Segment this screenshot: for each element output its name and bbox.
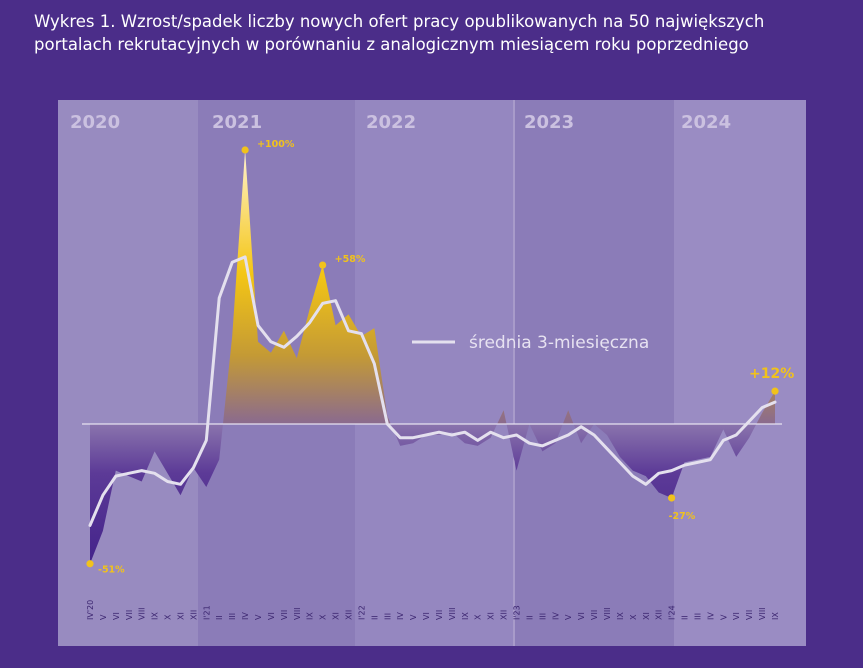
x-tick-label: VIII [758,607,767,620]
annotation-label: +12% [749,366,794,382]
x-tick-label: VIII [138,607,147,620]
year-band-2022 [355,100,513,646]
year-label-2023: 2023 [524,112,574,133]
average-line [88,255,777,527]
annotation-dot [86,560,94,568]
x-tick-label: IV [241,612,250,620]
x-tick-label: IV [551,612,560,620]
year-label-2024: 2024 [681,112,731,133]
x-tick-label: VII [435,610,444,620]
x-tick-label: IX [461,612,470,620]
x-tick-label: VI [112,612,121,620]
x-tick-label: IX [616,612,625,620]
x-tick-label: I'24 [668,605,677,620]
x-tick-label: I'21 [202,605,211,620]
x-tick-label: VII [745,610,754,620]
x-tick-label: VII [280,610,289,620]
x-tick-label: IV [396,612,405,620]
annotation-label: +100% [257,139,295,150]
x-tick-label: II [215,615,224,620]
year-label-2022: 2022 [366,112,416,133]
annotations: +100% +58% -51% -27% +12% [86,139,794,576]
annotation-dot [319,261,327,269]
positive-area [90,150,775,424]
x-tick-label: VI [267,612,276,620]
annotation-label: +58% [335,254,366,265]
x-tick-label: IV [706,612,715,620]
annotation-dot [668,494,676,502]
year-band-2023 [513,100,674,646]
x-tick-label: IX [306,612,315,620]
annotation-dot [771,387,779,395]
x-tick-label: V [254,614,263,620]
x-tick-label: VIII [603,607,612,620]
x-tick-label: VIII [293,607,302,620]
x-tick-label: I'22 [357,605,366,620]
x-tick-label: VIII [448,607,457,620]
annotation-label: -27% [669,511,696,522]
x-axis-ticks: IV'20 V VI VII VIII IX X XI XII I'21 II III IV V VI VII… [86,600,780,620]
x-tick-label: XI [332,612,341,620]
x-tick-label: V [564,614,573,620]
x-tick-label: III [538,613,547,620]
x-tick-label: VI [422,612,431,620]
chart-title: Wykres 1. Wzrost/spadek liczby nowych of… [34,12,765,54]
x-tick-label: VII [125,610,134,620]
x-tick-label: V [719,614,728,620]
x-tick-label: XI [642,612,651,620]
annotation-label: -51% [98,565,125,576]
annotation-dot [241,146,249,154]
legend-label: średnia 3-miesięczna [469,333,649,353]
x-tick-label: XI [487,612,496,620]
x-tick-label: IX [771,612,780,620]
x-tick-label: V [99,614,108,620]
year-label-2020: 2020 [70,112,120,133]
year-band-2024 [674,100,806,646]
x-tick-label: VI [732,612,741,620]
x-tick-label: X [474,614,483,620]
negative-area [90,424,775,564]
x-tick-label: III [228,613,237,620]
x-tick-label: XI [176,612,185,620]
x-tick-label: XII [344,610,353,620]
x-tick-label: XII [655,610,664,620]
x-tick-label: VI [577,612,586,620]
x-tick-label: I'23 [513,605,522,620]
x-tick-label: III [693,613,702,620]
x-tick-label: IX [151,612,160,620]
x-tick-label: III [383,613,392,620]
x-tick-label: IV'20 [86,600,95,620]
x-tick-label: X [629,614,638,620]
x-tick-label: II [525,615,534,620]
x-tick-label: XII [500,610,509,620]
year-label-2021: 2021 [212,112,262,133]
year-band-2020 [58,100,198,646]
x-tick-label: II [681,615,690,620]
x-tick-label: X [164,614,173,620]
x-tick-label: XII [189,610,198,620]
x-tick-label: V [409,614,418,620]
x-tick-label: II [370,615,379,620]
x-tick-label: VII [590,610,599,620]
x-tick-label: X [319,614,328,620]
